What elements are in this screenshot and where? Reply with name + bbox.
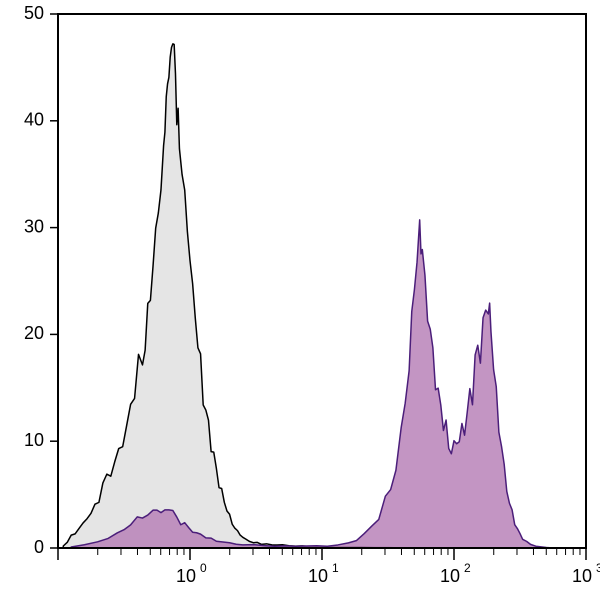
svg-text:2: 2 [464, 561, 471, 575]
svg-text:10: 10 [440, 566, 460, 586]
y-tick-label: 0 [34, 537, 44, 557]
svg-text:0: 0 [200, 561, 207, 575]
chart-svg: 0 10 20 30 40 50 10 0 10 1 10 2 10 3 [0, 0, 600, 591]
flow-cytometry-histogram: 0 10 20 30 40 50 10 0 10 1 10 2 10 3 [0, 0, 600, 591]
svg-text:3: 3 [596, 561, 600, 575]
svg-text:1: 1 [332, 561, 339, 575]
svg-text:10: 10 [176, 566, 196, 586]
svg-text:10: 10 [572, 566, 592, 586]
y-tick-label: 40 [24, 110, 44, 130]
y-tick-label: 50 [24, 3, 44, 23]
y-tick-label: 10 [24, 430, 44, 450]
svg-text:10: 10 [308, 566, 328, 586]
y-tick-label: 30 [24, 216, 44, 236]
y-tick-label: 20 [24, 323, 44, 343]
